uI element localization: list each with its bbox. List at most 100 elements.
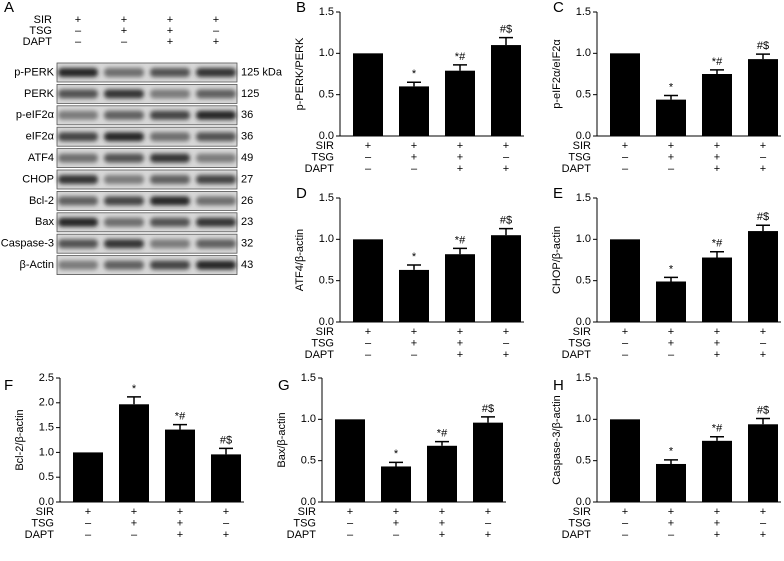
blot-band (58, 89, 98, 99)
condition-sign: + (668, 506, 674, 518)
panel-letter: C (553, 0, 564, 16)
condition-sign: + (393, 506, 399, 518)
y-tick-label: 1.0 (319, 233, 334, 245)
blot-band (104, 153, 144, 163)
condition-sign: – (85, 529, 92, 541)
condition-name: SIR (573, 326, 591, 338)
significance-label: #$ (757, 40, 769, 52)
size-label: 36 (241, 131, 253, 143)
condition-sign: – (411, 163, 418, 175)
protein-label: Bax (35, 216, 54, 228)
condition-sign: + (714, 506, 720, 518)
error-bar (219, 447, 233, 455)
bar (165, 429, 195, 502)
condition-name: DAPT (305, 349, 335, 361)
y-tick-label: 0.0 (576, 130, 591, 142)
size-label: 49 (241, 152, 253, 164)
y-tick-label: 0.0 (319, 130, 334, 142)
y-tick-label: 0.0 (319, 316, 334, 328)
blot-band (196, 260, 236, 270)
condition-sign: + (223, 506, 229, 518)
condition-sign: + (668, 140, 674, 152)
blot-strip (56, 84, 238, 104)
condition-name: SIR (573, 140, 591, 152)
y-tick-label: 2.5 (39, 372, 54, 384)
significance-label: * (412, 251, 417, 263)
panel-letter: A (4, 0, 14, 16)
y-axis-label: Bax/β-actin (276, 412, 288, 467)
condition-sign: + (131, 506, 137, 518)
condition-sign: + (347, 506, 353, 518)
condition-sign: – (365, 337, 372, 349)
y-tick-label: 1.0 (576, 233, 591, 245)
condition-sign: + (714, 326, 720, 338)
blot-band (58, 153, 98, 163)
condition-sign: + (503, 326, 509, 338)
condition-name: SIR (316, 140, 334, 152)
y-tick-label: 0.5 (319, 275, 334, 287)
condition-sign: + (177, 529, 183, 541)
condition-name: TSG (31, 517, 54, 529)
blot-strip (56, 126, 238, 147)
y-axis-label: p-eIF2α/eIF2α (551, 39, 563, 109)
condition-sign: + (457, 349, 463, 361)
condition-sign: + (714, 337, 720, 349)
condition-name: TSG (311, 337, 334, 349)
condition-sign: – (75, 36, 82, 48)
size-label: 125 (241, 88, 259, 100)
blot-band (104, 175, 144, 184)
condition-name: DAPT (562, 529, 592, 541)
panel-letter: H (553, 377, 564, 394)
error-bar (481, 416, 495, 423)
condition-sign: – (393, 529, 400, 541)
condition-sign: + (668, 517, 674, 529)
condition-sign: + (177, 506, 183, 518)
error-bar (453, 247, 467, 255)
protein-label: ATF4 (28, 152, 54, 164)
condition-name: TSG (568, 337, 591, 349)
blot-band (150, 89, 190, 99)
y-tick-label: 1.5 (39, 422, 54, 434)
bar (702, 440, 732, 502)
bar (491, 235, 521, 322)
error-bar (407, 81, 421, 87)
blot-band (150, 239, 190, 249)
condition-sign: – (760, 517, 767, 529)
condition-sign: – (223, 517, 230, 529)
blot-band (150, 260, 190, 270)
blot-strip (56, 233, 238, 254)
bar (702, 74, 732, 136)
bar (610, 53, 640, 137)
protein-label: CHOP (22, 173, 54, 185)
significance-label: #$ (482, 403, 494, 415)
error-bar (756, 417, 770, 425)
bar (73, 452, 103, 502)
condition-sign: + (365, 140, 371, 152)
bar (656, 99, 686, 136)
panel-letter: E (553, 185, 563, 202)
condition-sign: + (121, 14, 127, 26)
condition-sign: + (213, 36, 219, 48)
condition-sign: + (223, 529, 229, 541)
significance-label: *# (175, 411, 186, 423)
bar (748, 424, 778, 502)
condition-name: TSG (568, 517, 591, 529)
condition-sign: – (485, 517, 492, 529)
condition-sign: – (668, 349, 675, 361)
y-tick-label: 1.5 (301, 372, 316, 384)
y-tick-label: 1.5 (576, 6, 591, 18)
bar (610, 239, 640, 322)
blot-band (58, 239, 98, 249)
error-bar (435, 440, 449, 446)
blot-band (150, 68, 190, 77)
condition-name: SIR (316, 326, 334, 338)
bar (211, 454, 241, 502)
condition-name: DAPT (562, 163, 592, 175)
y-axis-label: CHOP/β-actin (551, 226, 563, 294)
bar (473, 422, 503, 502)
bar (610, 419, 640, 502)
y-tick-label: 0.5 (319, 89, 334, 101)
significance-label: #$ (220, 434, 232, 446)
y-tick-label: 0.0 (301, 496, 316, 508)
condition-sign: + (714, 163, 720, 175)
